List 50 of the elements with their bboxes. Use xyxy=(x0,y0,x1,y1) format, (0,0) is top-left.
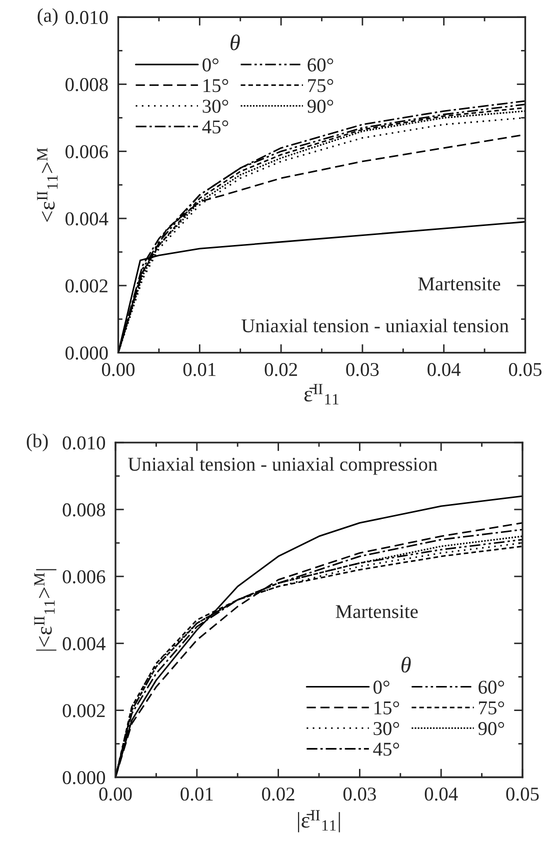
x-tick-label: 0.03 xyxy=(346,362,379,376)
x-axis-title: |ε̄$^{II}$$_{11}$| xyxy=(298,810,340,832)
x-tick-label: 0.05 xyxy=(506,788,539,801)
x-tick-label: 0.02 xyxy=(262,788,294,801)
legend-title: θ xyxy=(230,34,240,50)
legend-label: 45° xyxy=(373,742,400,756)
legend-title: θ xyxy=(401,656,411,673)
y-axis-title: |<ε$^{II}$$_{11}$>$^{M}$| xyxy=(34,569,56,651)
x-tick-label: 0.04 xyxy=(424,788,458,801)
y-axis-title: <ε$^{II}$$_{11}$>$^{M}$ xyxy=(37,148,58,222)
x-tick-label: 0.04 xyxy=(428,362,461,376)
x-tick-label: 0.01 xyxy=(180,788,213,801)
x-axis-title: ε̄$^{II}$$_{11}$ xyxy=(304,384,338,404)
legend-label: 30° xyxy=(374,722,400,736)
legend-label: 30° xyxy=(202,100,228,113)
annotation: Uniaxial tension - uniaxial tension xyxy=(242,318,509,332)
y-tick-label: 0.010 xyxy=(66,10,108,24)
y-tick-label: 0.006 xyxy=(66,145,108,158)
y-tick-label: 0.002 xyxy=(66,279,108,293)
y-tick-label: 0.000 xyxy=(66,346,108,360)
x-tick-label: 0.01 xyxy=(183,362,216,376)
y-tick-label: 0.006 xyxy=(62,570,106,584)
y-tick-label: 0.008 xyxy=(62,503,106,517)
x-tick-label: 0.00 xyxy=(99,788,132,801)
legend-label: 60° xyxy=(478,680,504,694)
y-tick-label: 0.000 xyxy=(62,771,106,784)
legend-label: 90° xyxy=(478,722,504,736)
annotation: Martensite xyxy=(418,277,500,290)
annotation: Uniaxial tension - uniaxial compression xyxy=(128,457,438,475)
y-tick-label: 0.004 xyxy=(66,212,108,226)
legend-label: 60° xyxy=(308,58,334,72)
legend-label: 75° xyxy=(479,701,504,714)
y-tick-label: 0.004 xyxy=(62,637,106,650)
legend-label: 45° xyxy=(202,120,228,134)
y-tick-label: 0.010 xyxy=(62,436,106,450)
legend-label: 15° xyxy=(204,79,228,92)
y-tick-label: 0.002 xyxy=(62,704,105,718)
legend-label: 0° xyxy=(374,680,390,694)
x-tick-label: 0.00 xyxy=(102,362,135,376)
text: (b) xyxy=(26,434,48,452)
y-tick-label: 0.008 xyxy=(66,78,108,92)
x-tick-label: 0.02 xyxy=(264,362,297,376)
x-tick-label: 0.05 xyxy=(508,362,542,376)
legend-label: 75° xyxy=(308,79,334,92)
legend-label: 15° xyxy=(374,701,400,714)
x-tick-label: 0.03 xyxy=(343,788,376,801)
text: (a) xyxy=(38,8,58,26)
legend-label: 90° xyxy=(307,100,334,113)
annotation: Martensite xyxy=(336,605,418,618)
legend-label: 0° xyxy=(202,58,218,72)
